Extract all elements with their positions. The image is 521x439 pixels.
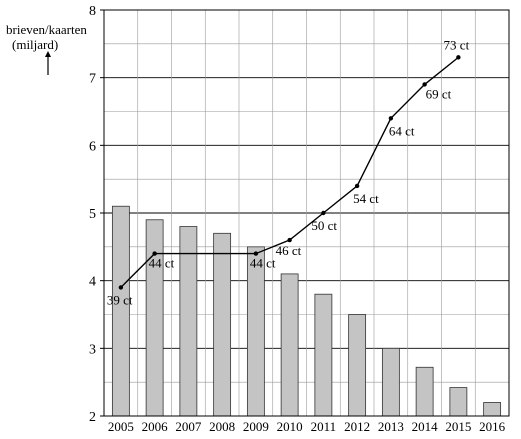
price-label: 44 ct [149,256,175,271]
price-point [388,116,394,121]
y-tick-label: 4 [89,275,96,290]
bar-2012 [348,314,367,417]
x-tick-label: 2014 [412,419,439,434]
grid [104,10,509,416]
x-tick-label: 2012 [344,419,370,434]
x-tick-label: 2013 [378,419,404,434]
x-tick-label: 2008 [209,419,235,434]
y-tick-label: 6 [89,139,96,154]
y-tick-label: 2 [89,410,96,425]
up-arrow-icon [45,51,51,75]
price-point [287,237,292,243]
bar-2013 [381,347,400,417]
y-axis-label-line2: (miljard) [12,37,59,52]
bar-2007 [179,226,198,417]
y-tick-label: 7 [89,72,96,87]
price-label: 39 ct [107,292,133,307]
y-tick-label: 3 [89,342,96,357]
x-tick-labels: 2005 2006 2007 2008 2009 2010 2011 2012 2013 2014… [108,419,506,434]
price-point [253,251,259,256]
price-label: 44 ct [250,256,276,271]
bar-2015 [449,387,468,417]
y-tick-label: 8 [89,4,96,19]
price-point [152,251,157,256]
y-axis-label: brieven/kaarten (miljard) [6,22,106,52]
x-tick-label: 2010 [277,419,303,434]
bar-2006 [145,219,164,417]
price-point [354,183,360,189]
price-label: 64 ct [389,123,415,138]
y-tick-labels: 2 3 4 5 6 7 8 [89,4,104,425]
x-tick-label: 2015 [445,419,471,434]
y-axis-label-line1: brieven/kaarten [6,22,87,37]
bars [111,205,502,417]
price-point [422,82,427,87]
bar-2005 [111,205,130,417]
price-line [118,55,461,290]
bar-2010 [280,273,299,417]
x-tick-label: 2016 [479,419,506,434]
price-point [456,55,461,60]
bar-2016 [483,402,502,417]
x-tick-label: 2005 [108,419,134,434]
price-label: 54 ct [353,191,379,206]
price-label: 46 ct [276,243,302,258]
bar-2009 [246,246,265,417]
x-tick-label: 2009 [243,419,269,434]
price-label: 50 ct [311,218,337,233]
bar-2014 [415,366,434,417]
x-tick-label: 2011 [311,419,337,434]
price-label: 69 ct [426,86,452,101]
price-point [118,285,124,290]
price-label: 73 ct [444,37,470,52]
x-tick-label: 2007 [175,419,202,434]
x-tick-label: 2006 [142,419,169,434]
bar-2011 [314,293,333,417]
bar-2008 [213,232,232,417]
price-point [321,210,326,216]
y-tick-label: 5 [89,207,96,222]
